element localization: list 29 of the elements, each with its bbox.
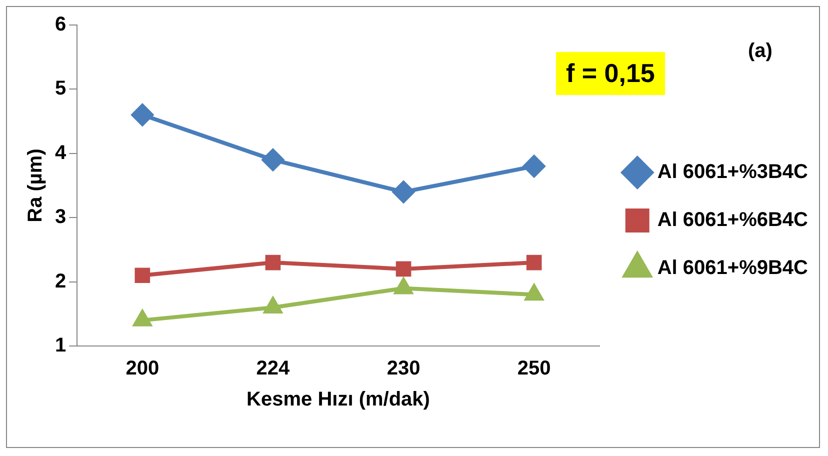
text: (a)	[748, 40, 772, 63]
point	[265, 254, 281, 270]
x-tick-label: 250	[517, 358, 551, 380]
point	[525, 284, 544, 301]
point	[262, 148, 284, 171]
x-axis-title: Kesme Hızı (m/dak)	[246, 388, 430, 411]
y-tick-label: 5	[55, 78, 66, 100]
y-tick-label: 6	[55, 14, 66, 36]
legend-label: Al 6061+%3B4C	[657, 161, 808, 184]
point	[394, 278, 412, 294]
legend-label: Al 6061+%9B4C	[657, 257, 808, 280]
point	[396, 261, 412, 277]
point	[134, 268, 150, 284]
point	[392, 180, 415, 203]
point	[131, 104, 154, 126]
point	[523, 155, 546, 178]
y-tick-label: 4	[55, 142, 67, 164]
legend-label: Al 6061+%6B4C	[657, 209, 808, 232]
x-tick-label: 230	[386, 358, 420, 380]
y-tick-label: 1	[55, 334, 66, 357]
x-tick-label: 224	[256, 358, 291, 380]
y-tick-label: 3	[55, 206, 66, 228]
annotation: f = 0,15	[556, 52, 665, 95]
y-axis-title: Ra (µm)	[24, 148, 47, 222]
point	[264, 297, 282, 314]
x-tick-label: 200	[126, 358, 160, 380]
point	[526, 254, 542, 270]
point	[133, 310, 152, 326]
y-tick-label: 2	[55, 270, 66, 292]
